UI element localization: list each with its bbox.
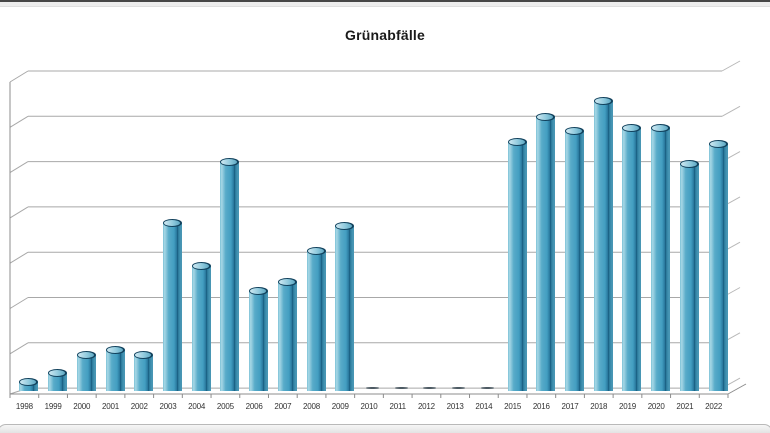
x-axis-label-2015: 2015 (504, 402, 522, 411)
x-axis-label-2016: 2016 (532, 402, 550, 411)
bar-2019 (622, 124, 642, 391)
bar-2016 (536, 113, 556, 391)
bar-1999 (48, 369, 68, 391)
x-axis-label-2007: 2007 (274, 402, 292, 411)
bar-2021 (679, 160, 699, 391)
chart-title: Grünabfälle (345, 27, 425, 43)
bar-2005 (220, 158, 240, 391)
bar-2003 (162, 219, 182, 391)
bar-2008 (306, 247, 326, 391)
bar-2013 (452, 387, 466, 389)
bar-2014 (480, 387, 494, 389)
x-axis-label-2014: 2014 (475, 402, 493, 411)
bar-2011 (394, 387, 408, 389)
bar-2015 (507, 138, 527, 391)
bar-1998 (19, 378, 39, 391)
bar-2006 (249, 287, 269, 391)
x-axis-label-2022: 2022 (705, 402, 723, 411)
x-axis-label-2005: 2005 (216, 402, 234, 411)
bar-2022 (708, 140, 728, 391)
x-axis-label-2006: 2006 (245, 402, 263, 411)
x-axis-label-2013: 2013 (446, 402, 464, 411)
x-axis-label-2012: 2012 (417, 402, 435, 411)
bar-2007 (277, 278, 297, 391)
x-axis-label-2020: 2020 (647, 402, 665, 411)
x-axis-label-2009: 2009 (331, 402, 349, 411)
bar-2002 (134, 351, 154, 391)
x-axis-label-2017: 2017 (561, 402, 579, 411)
x-axis-label-1998: 1998 (15, 402, 33, 411)
bar-2009 (335, 222, 355, 391)
x-axis-label-2010: 2010 (360, 402, 378, 411)
x-axis-label-2002: 2002 (130, 402, 148, 411)
bar-2000 (76, 351, 96, 391)
x-axis-label-2018: 2018 (590, 402, 608, 411)
x-axis-label-2000: 2000 (73, 402, 91, 411)
bar-2018 (593, 97, 613, 391)
x-axis-label-2019: 2019 (618, 402, 636, 411)
bar-2010 (366, 387, 379, 389)
x-axis-label-1999: 1999 (44, 402, 62, 411)
bar-2017 (565, 127, 585, 391)
x-axis-label-2008: 2008 (303, 402, 321, 411)
window-top-edge (0, 0, 770, 7)
window-bottom-edge (0, 424, 770, 433)
x-axis-label-2021: 2021 (676, 402, 694, 411)
x-axis-label-2011: 2011 (389, 402, 407, 411)
bar-2020 (651, 124, 671, 391)
bar-2004 (191, 262, 211, 391)
x-axis-label-2004: 2004 (188, 402, 206, 411)
bar-2001 (105, 346, 125, 391)
bar-2012 (423, 387, 437, 389)
x-axis-label-2003: 2003 (159, 402, 177, 411)
x-axis-label-2001: 2001 (102, 402, 120, 411)
